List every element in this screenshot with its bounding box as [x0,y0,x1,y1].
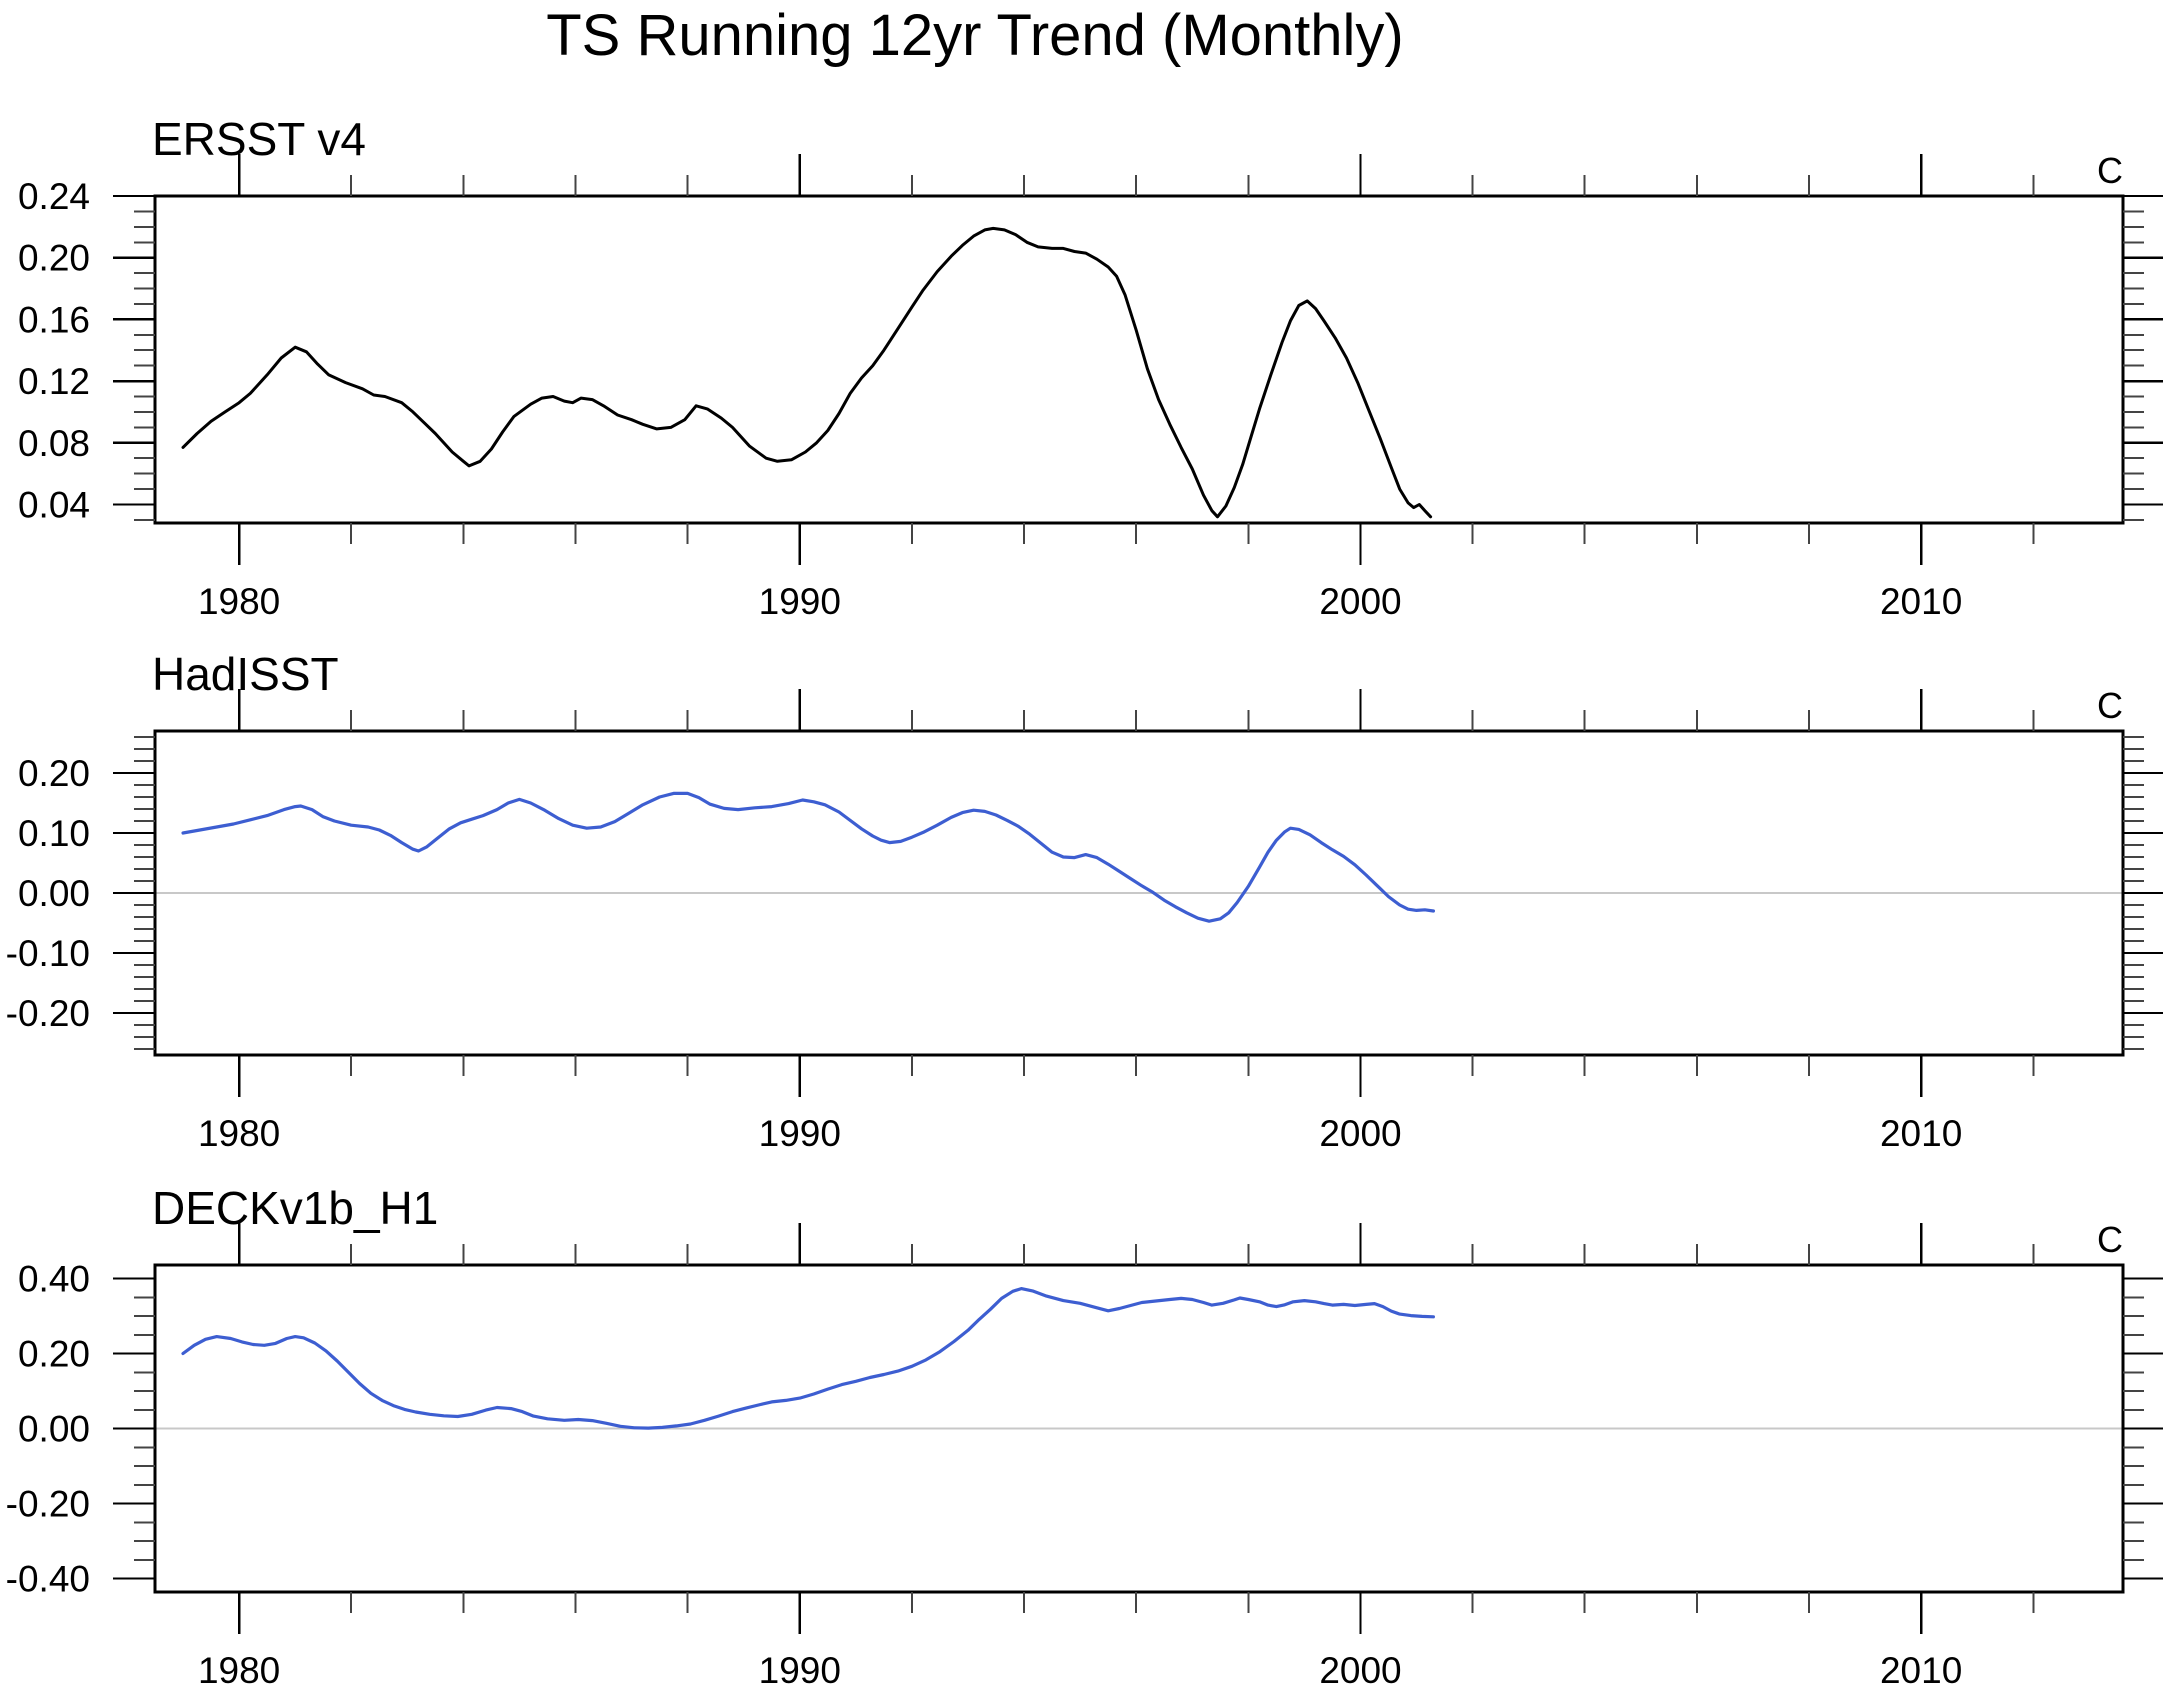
x-tick-label: 2010 [1880,1650,1962,1691]
panel-3: 1980 1990 2000 2010 -0.40 -0.20 0.00 0.20 0.40 [6,1223,2163,1691]
x-tick-label: 1980 [198,581,280,622]
x-tick-label: 2000 [1319,1113,1401,1154]
x-tick-label: 1990 [759,1113,841,1154]
x-tick-label: 1980 [198,1113,280,1154]
y-tick-label: -0.20 [6,993,90,1034]
panel-1: 1980 1990 2000 2010 0.04 0.08 0.12 0.16 0.20 0.24 [18,154,2163,622]
y-tick-label: 0.16 [18,299,90,340]
y-tick-label: 0.00 [18,1409,90,1450]
x-tick-label: 2010 [1880,1113,1962,1154]
series-line [181,1286,1436,1430]
y-tick-label: 0.10 [18,813,90,854]
axis-frame [153,194,2125,525]
x-tick-label: 2000 [1319,581,1401,622]
panel3-units-label: C [2097,1219,2123,1260]
y-tick-label: 0.40 [18,1259,90,1300]
x-tick-label: 1980 [198,1650,280,1691]
y-tick-label: -0.10 [6,933,90,974]
panel1-units-label: C [2097,150,2123,191]
y-tick-label: -0.20 [6,1484,90,1525]
panel-2: 1980 1990 2000 2010 -0.20 -0.10 0.00 0.10 0.20 [6,689,2163,1154]
panel3-title: DECKv1b_H1 [152,1182,439,1234]
y-tick-label: 0.20 [18,1334,90,1375]
x-tick-label: 1990 [759,581,841,622]
x-tick-label: 2010 [1880,581,1962,622]
series-line [181,791,1436,923]
panel1-title: ERSST v4 [152,113,366,165]
y-tick-label: 0.12 [18,361,90,402]
x-tick-label: 2000 [1319,1650,1401,1691]
x-tick-label: 1990 [759,1650,841,1691]
panel2-title: HadISST [152,648,339,700]
y-tick-label: 0.04 [18,484,90,525]
y-tick-label: 0.20 [18,753,90,794]
y-tick-label: 0.00 [18,873,90,914]
y-tick-label: 0.08 [18,423,90,464]
panel2-units-label: C [2097,685,2123,726]
y-tick-label: -0.40 [6,1559,90,1600]
figure-title: TS Running 12yr Trend (Monthly) [546,3,1404,68]
series-line [181,226,1433,519]
y-tick-label: 0.24 [18,176,90,217]
y-tick-label: 0.20 [18,238,90,279]
